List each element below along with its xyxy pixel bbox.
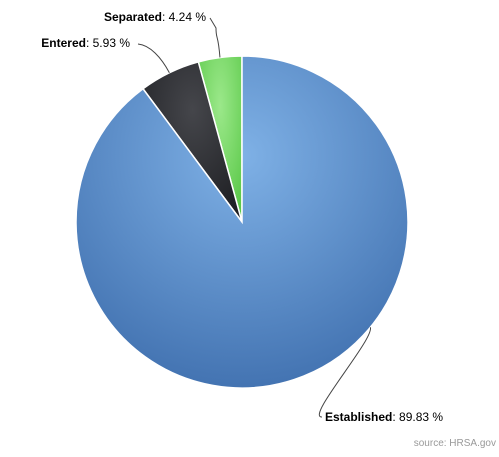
data-label-entered: Entered: 5.93 % [41, 36, 130, 50]
data-label-name: Established [325, 410, 392, 424]
data-label-value: : 5.93 % [86, 36, 130, 50]
data-label-value: : 4.24 % [162, 10, 206, 24]
connector-established [318, 327, 371, 418]
pie-slice-established[interactable] [75, 55, 409, 389]
chart-credit[interactable]: source: HRSA.gov [414, 438, 496, 449]
data-label-name: Separated [104, 10, 162, 24]
connector-entered [137, 43, 170, 73]
data-label-established: Established: 89.83 % [325, 410, 443, 424]
connector-separated [209, 17, 221, 58]
data-label-name: Entered [41, 36, 86, 50]
data-label-value: : 89.83 % [392, 410, 443, 424]
data-label-separated: Separated: 4.24 % [104, 10, 206, 24]
